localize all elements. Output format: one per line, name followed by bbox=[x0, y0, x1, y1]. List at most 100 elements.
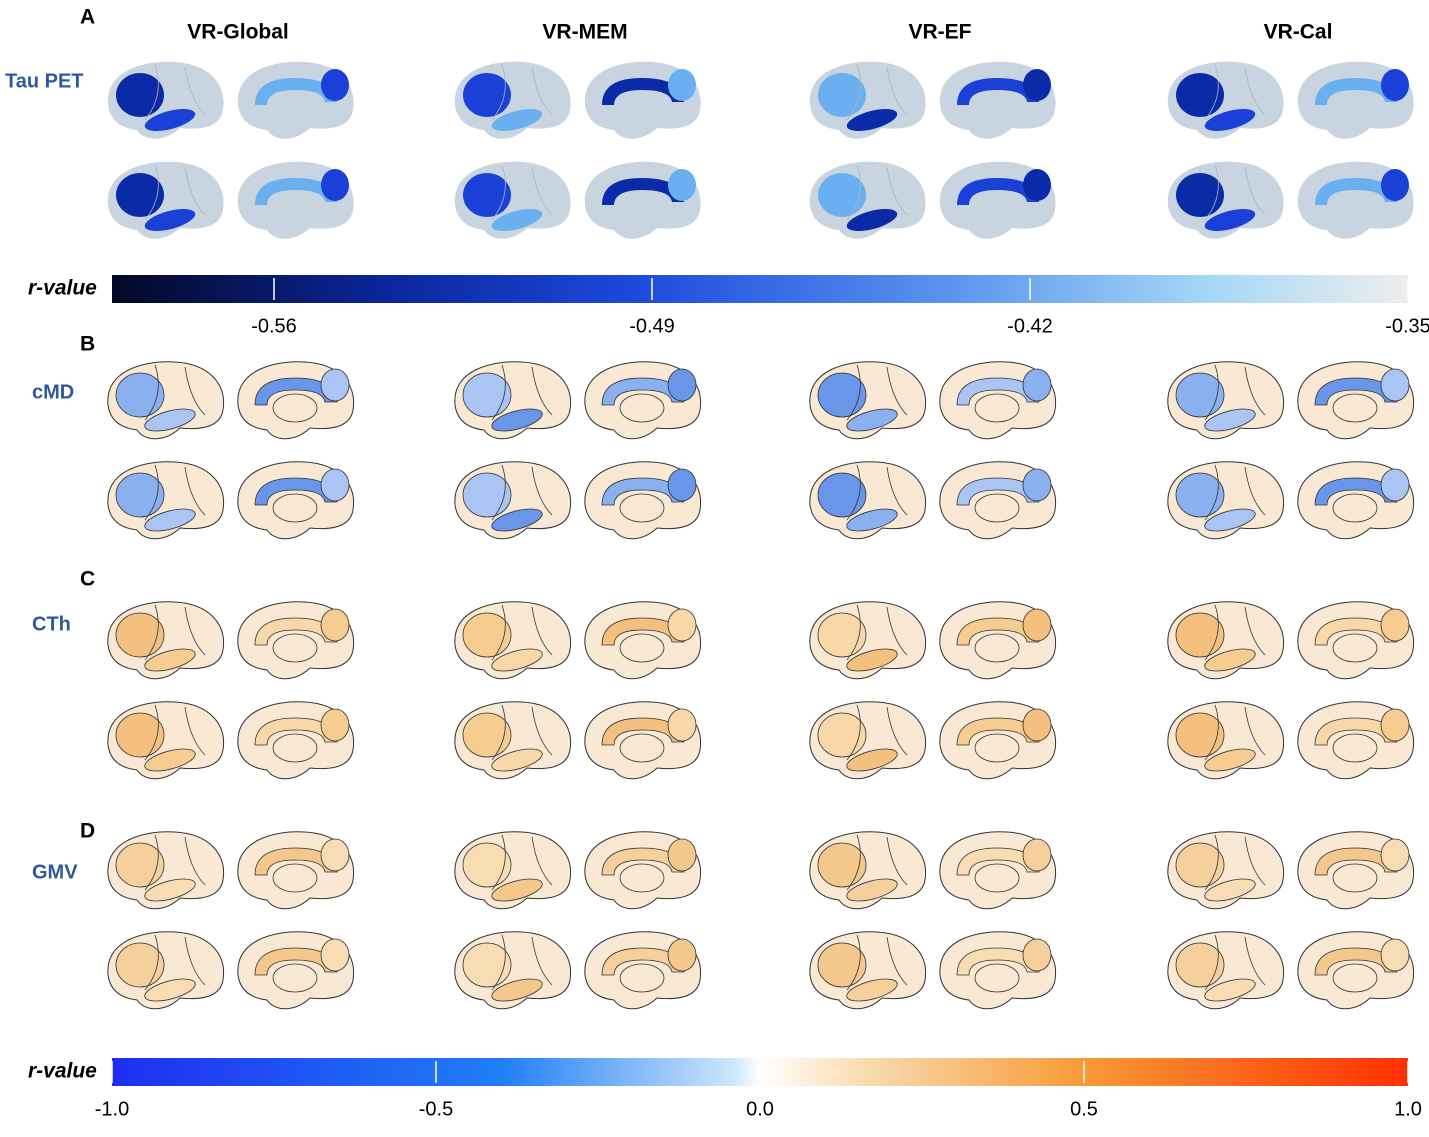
brain-core bbox=[619, 393, 665, 423]
sulcus bbox=[1204, 464, 1266, 521]
brain-region bbox=[602, 178, 684, 205]
brain-region bbox=[956, 947, 1040, 976]
brain-region bbox=[1022, 468, 1052, 502]
colorbar-tick-label: -0.5 bbox=[419, 1098, 453, 1120]
row-label: cMD bbox=[32, 381, 74, 403]
brain-region bbox=[1204, 109, 1256, 131]
brain-core bbox=[619, 633, 665, 663]
brain-core bbox=[272, 963, 318, 993]
colorbar-tick-label: 0.0 bbox=[746, 1098, 774, 1120]
brain-region bbox=[956, 377, 1040, 406]
brain-core bbox=[620, 194, 664, 222]
sulcus bbox=[1204, 604, 1266, 661]
brain-region bbox=[1176, 173, 1224, 217]
brain-region bbox=[817, 612, 867, 658]
colorbar-tick-label: -0.49 bbox=[629, 315, 675, 337]
brain-region bbox=[491, 748, 543, 772]
brain-region bbox=[1380, 838, 1410, 872]
brain-region bbox=[491, 408, 543, 432]
brain-region bbox=[462, 472, 512, 518]
brain-region bbox=[956, 477, 1040, 506]
brain-region bbox=[956, 717, 1040, 746]
brain-region bbox=[846, 978, 898, 1002]
brain-region bbox=[1204, 748, 1256, 772]
brain-region bbox=[1381, 69, 1409, 101]
brain-region bbox=[846, 408, 898, 432]
sulcus bbox=[846, 704, 908, 761]
brain-core bbox=[1333, 94, 1377, 122]
brain-region bbox=[115, 942, 165, 988]
brain-region bbox=[1204, 508, 1256, 532]
brain-core bbox=[1332, 963, 1378, 993]
brain-region bbox=[320, 708, 350, 742]
brain-region bbox=[1175, 372, 1225, 418]
brain-region bbox=[491, 209, 543, 231]
brain-region bbox=[818, 173, 866, 217]
brain-region bbox=[1022, 938, 1052, 972]
brain-region bbox=[144, 748, 196, 772]
brain-region bbox=[1175, 472, 1225, 518]
brain-core bbox=[975, 194, 1019, 222]
brain-region bbox=[115, 842, 165, 888]
brain-core bbox=[975, 94, 1019, 122]
colorbar-tick-label: 1.0 bbox=[1394, 1098, 1422, 1120]
row-label: GMV bbox=[32, 861, 78, 883]
brain-core bbox=[1332, 733, 1378, 763]
sulcus bbox=[491, 704, 553, 761]
brain-region bbox=[1315, 178, 1397, 205]
brain-region bbox=[1175, 712, 1225, 758]
panel-label: D bbox=[80, 820, 95, 843]
brain-region bbox=[846, 648, 898, 672]
brain-region bbox=[462, 942, 512, 988]
brain-region bbox=[846, 209, 898, 231]
brain-maps bbox=[107, 61, 1415, 1010]
brain-region bbox=[817, 942, 867, 988]
brain-region bbox=[957, 178, 1039, 205]
brain-core bbox=[619, 493, 665, 523]
brain-core bbox=[974, 393, 1020, 423]
brain-region bbox=[1175, 942, 1225, 988]
brain-region bbox=[1314, 847, 1398, 876]
brain-region bbox=[846, 878, 898, 902]
brain-region bbox=[254, 617, 338, 646]
brain-core bbox=[272, 493, 318, 523]
brain-region bbox=[667, 708, 697, 742]
column-title: VR-MEM bbox=[542, 21, 627, 44]
brain-region bbox=[462, 372, 512, 418]
brain-region bbox=[1204, 978, 1256, 1002]
sulcus bbox=[144, 364, 206, 421]
brain-region bbox=[1380, 468, 1410, 502]
sulcus bbox=[1204, 704, 1266, 761]
brain-core bbox=[1333, 194, 1377, 222]
brain-region bbox=[320, 838, 350, 872]
colorbar-tick-label: -0.35 bbox=[1385, 315, 1429, 337]
brain-region bbox=[668, 169, 696, 201]
brain-region bbox=[1314, 717, 1398, 746]
brain-region bbox=[1314, 477, 1398, 506]
brain-region bbox=[320, 468, 350, 502]
sulcus bbox=[846, 604, 908, 661]
sulcus bbox=[491, 64, 553, 121]
column-title: VR-EF bbox=[909, 21, 972, 44]
brain-region bbox=[462, 612, 512, 658]
brain-core bbox=[1332, 863, 1378, 893]
brain-region bbox=[601, 717, 685, 746]
brain-region bbox=[254, 847, 338, 876]
brain-region bbox=[255, 78, 337, 105]
brain-core bbox=[272, 733, 318, 763]
brain-region bbox=[846, 508, 898, 532]
brain-core bbox=[272, 863, 318, 893]
brain-region bbox=[320, 608, 350, 642]
brain-region bbox=[144, 878, 196, 902]
brain-region bbox=[1315, 78, 1397, 105]
brain-region bbox=[1175, 612, 1225, 658]
sulcus bbox=[491, 164, 553, 221]
brain-region bbox=[1381, 169, 1409, 201]
sulcus bbox=[144, 604, 206, 661]
row-label: CTh bbox=[32, 613, 71, 635]
brain-region bbox=[1175, 842, 1225, 888]
colorbar-tick-label: -1.0 bbox=[95, 1098, 129, 1120]
brain-region bbox=[115, 612, 165, 658]
brain-core bbox=[273, 94, 317, 122]
